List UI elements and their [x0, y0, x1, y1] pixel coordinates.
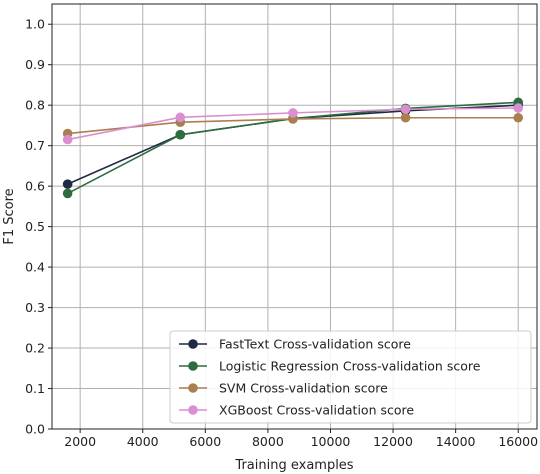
axis-ticks: 2000 4000 6000 8000 10000 12000 14000 16000 0.0 0…	[25, 17, 538, 449]
legend-item: Logistic Regression Cross-validation sco…	[179, 359, 481, 374]
y-tick-label: 0.8	[25, 98, 45, 113]
data-point	[62, 134, 73, 145]
y-axis-label: F1 Score	[2, 188, 17, 244]
data-point	[175, 112, 186, 123]
x-tick-label: 16000	[498, 434, 538, 449]
y-tick-label: 0.2	[25, 341, 45, 356]
legend-box	[169, 330, 532, 424]
y-tick-label: 0.7	[25, 138, 45, 153]
x-tick-label: 12000	[373, 434, 413, 449]
legend-marker	[188, 339, 198, 349]
y-tick-label: 1.0	[25, 17, 45, 32]
data-point	[513, 103, 524, 113]
legend: FastText Cross-validation score Logistic …	[169, 330, 532, 424]
legend-marker	[188, 361, 198, 371]
x-tick-label: 6000	[189, 434, 221, 449]
x-tick-label: 4000	[127, 434, 159, 449]
y-tick-label: 0.1	[25, 381, 45, 396]
x-axis-label: Training examples	[234, 458, 353, 473]
x-tick-label: 14000	[436, 434, 476, 449]
data-point	[400, 104, 411, 115]
legend-marker	[188, 405, 198, 415]
series-lines	[62, 97, 524, 199]
y-tick-label: 0.9	[25, 57, 45, 72]
legend-label: Logistic Regression Cross-validation sco…	[219, 359, 481, 374]
plot-area-frame	[51, 3, 538, 430]
y-tick-label: 0.3	[25, 300, 45, 315]
series-xgboost	[62, 103, 524, 145]
data-point	[513, 112, 524, 123]
data-point	[288, 108, 298, 118]
legend-marker	[188, 383, 198, 393]
y-tick-label: 0.4	[25, 260, 45, 275]
legend-label: XGBoost Cross-validation score	[219, 403, 414, 418]
data-point	[400, 112, 411, 123]
x-tick-label: 2000	[64, 434, 96, 449]
x-tick-label: 8000	[252, 434, 284, 449]
data-point	[175, 129, 186, 140]
legend-item: FastText Cross-validation score	[179, 337, 411, 352]
y-tick-label: 0.0	[25, 422, 45, 437]
legend-item: XGBoost Cross-validation score	[179, 403, 414, 418]
data-point	[62, 179, 73, 189]
legend-label: SVM Cross-validation score	[219, 381, 388, 396]
grid	[52, 4, 537, 430]
legend-label: FastText Cross-validation score	[219, 337, 411, 352]
x-tick-label: 10000	[311, 434, 351, 449]
data-point	[62, 188, 73, 199]
legend-item: SVM Cross-validation score	[179, 381, 388, 396]
y-tick-label: 0.6	[25, 179, 45, 194]
y-tick-label: 0.5	[25, 219, 45, 234]
